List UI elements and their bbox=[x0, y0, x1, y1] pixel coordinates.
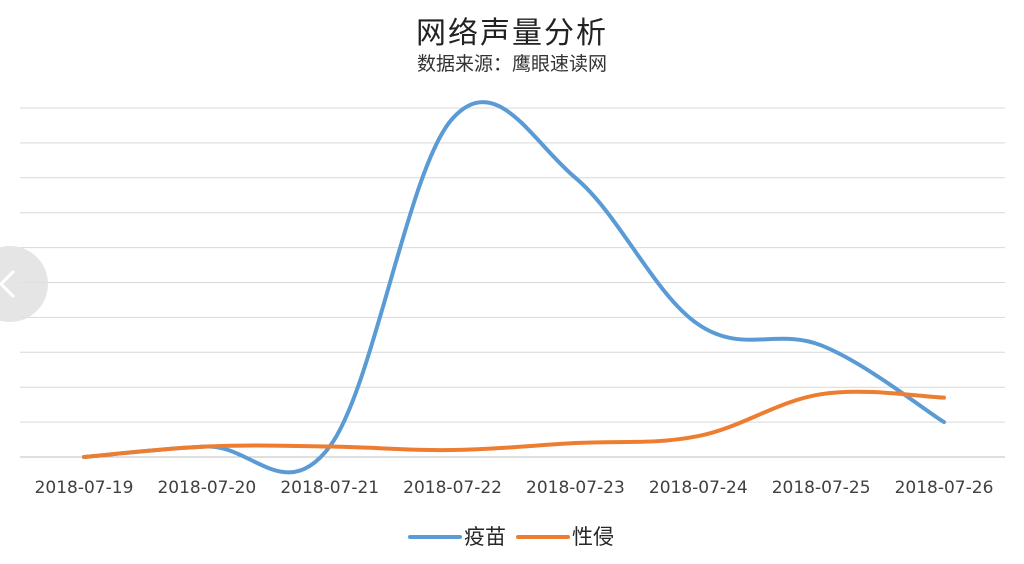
legend: 疫苗 性侵 bbox=[408, 525, 614, 549]
legend-label: 性侵 bbox=[572, 525, 614, 549]
series-line-2 bbox=[82, 389, 946, 459]
x-tick-label: 2018-07-19 bbox=[35, 478, 134, 498]
x-tick-label: 2018-07-26 bbox=[895, 478, 994, 498]
x-tick-label: 2018-07-20 bbox=[157, 478, 256, 498]
series-line-1 bbox=[82, 100, 946, 475]
x-tick-label: 2018-07-22 bbox=[403, 478, 502, 498]
legend-label: 疫苗 bbox=[464, 525, 506, 549]
x-tick-label: 2018-07-25 bbox=[772, 478, 871, 498]
chart-subtitle: 数据来源：鹰眼速读网 bbox=[416, 53, 607, 75]
x-tick-label: 2018-07-24 bbox=[649, 478, 748, 498]
gridlines bbox=[20, 107, 1005, 458]
x-tick-label: 2018-07-23 bbox=[526, 478, 625, 498]
series-lines bbox=[82, 100, 946, 475]
x-axis: 2018-07-19 2018-07-20 2018-07-21 2018-07-22… bbox=[35, 478, 994, 498]
x-tick-label: 2018-07-21 bbox=[280, 478, 379, 498]
chart-title: 网络声量分析 bbox=[416, 16, 608, 51]
chevron-left-icon bbox=[0, 269, 16, 299]
